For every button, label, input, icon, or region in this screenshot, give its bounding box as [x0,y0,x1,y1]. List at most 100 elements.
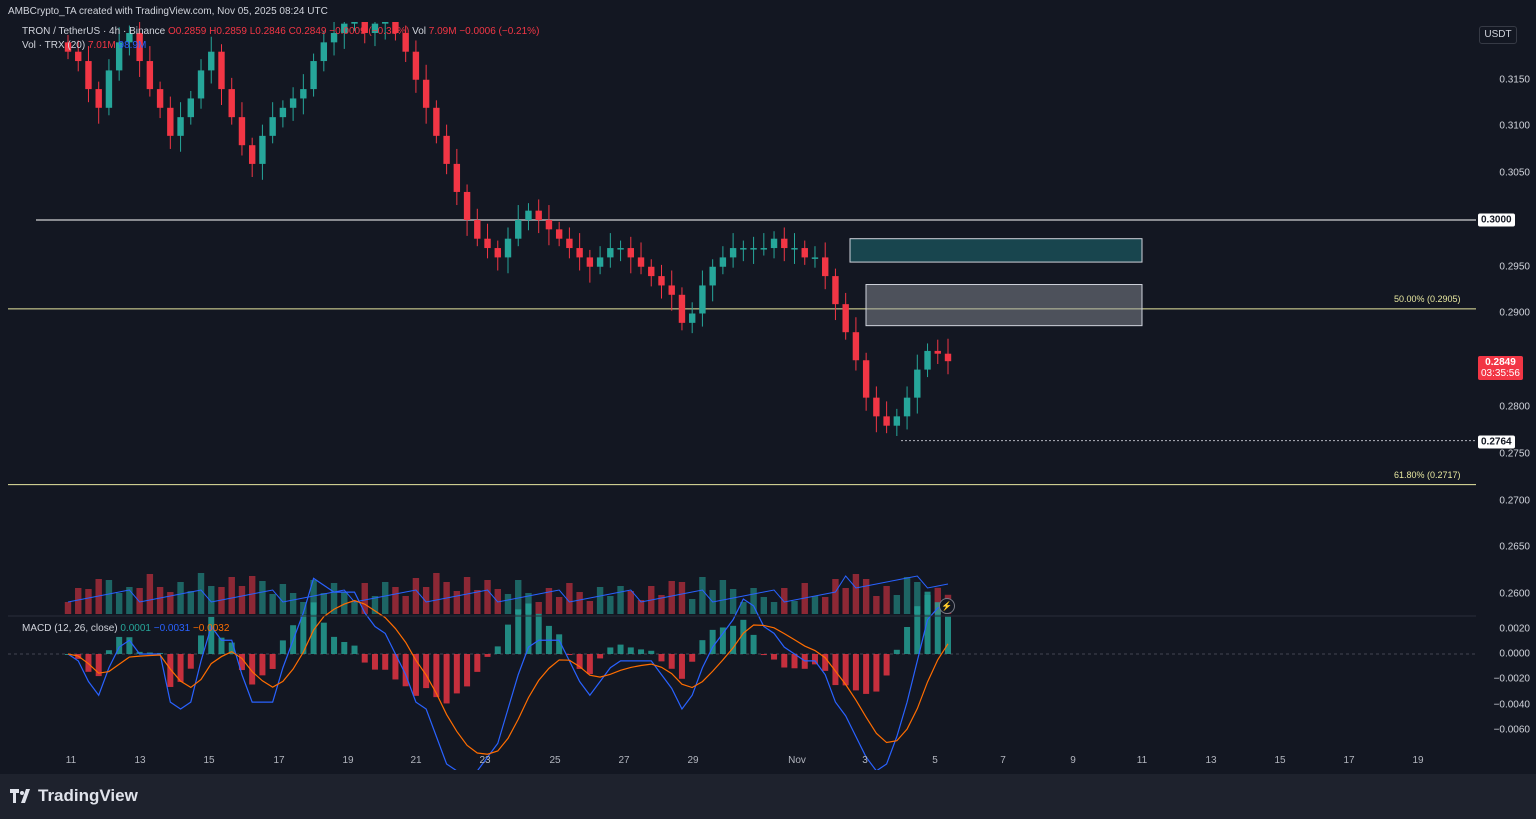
candle-body[interactable] [515,220,522,239]
candle-body[interactable] [228,89,235,118]
lightning-icon[interactable]: ⚡ [939,598,955,614]
fib-50-label[interactable]: 50.00% (0.2905) [1394,294,1461,304]
candle-body[interactable] [944,353,952,362]
candle-body[interactable] [914,369,921,398]
supply-zone-upper[interactable] [849,238,1143,263]
candle-body[interactable] [330,33,338,43]
candle-body[interactable] [607,248,614,258]
candle-body[interactable] [668,285,675,295]
candle-body[interactable] [177,117,184,136]
candle-body[interactable] [535,210,542,220]
candle-body[interactable] [433,107,440,136]
candle-body[interactable] [699,285,706,314]
candle-body[interactable] [729,248,737,258]
legend-macd-row[interactable]: MACD (12, 26, close) 0.0001 −0.0031 −0.0… [22,623,229,634]
candle-body[interactable] [781,238,788,249]
candle-body[interactable] [903,397,911,417]
candle-body[interactable] [269,117,276,136]
candle-body[interactable] [627,248,634,258]
candle-body[interactable] [934,350,941,354]
candle-body[interactable] [310,61,317,90]
candle-body[interactable] [484,238,491,249]
candle-body[interactable] [187,98,194,118]
candle-body[interactable] [658,276,665,286]
candle-body[interactable] [852,332,860,361]
candle-body[interactable] [412,51,420,80]
candle-body[interactable] [924,350,931,370]
candle-body[interactable] [811,257,819,259]
currency-unit-button[interactable]: USDT [1479,26,1517,44]
candle-body[interactable] [494,248,501,258]
symbol-name[interactable]: TRON / TetherUS · 4h · Binance [22,26,166,37]
candle-body[interactable] [392,14,399,34]
supply-zone-lower[interactable] [865,284,1143,327]
candle-body[interactable] [463,191,471,220]
candle-body[interactable] [586,257,594,267]
candle-body[interactable] [525,210,532,220]
candle-body[interactable] [279,107,287,118]
candle-body[interactable] [115,42,123,71]
candle-body[interactable] [218,51,225,90]
candle-body[interactable] [453,163,461,192]
candle-body[interactable] [75,51,82,62]
candle-body[interactable] [801,248,808,258]
candle-body[interactable] [688,313,696,323]
candle-body[interactable] [95,89,102,108]
candle-body[interactable] [678,294,686,323]
candle-body[interactable] [862,360,870,398]
candle-body[interactable] [832,276,839,305]
candle-body[interactable] [238,117,246,146]
candle-body[interactable] [566,238,573,249]
candle-body[interactable] [156,89,164,108]
candle-body[interactable] [791,248,798,250]
current-price-tag[interactable]: 0.2849 03:35:56 [1478,356,1523,380]
candle-body[interactable] [351,14,358,24]
candle-body[interactable] [105,70,113,108]
tradingview-logo[interactable]: TradingView [10,786,138,806]
candle-body[interactable] [85,61,92,90]
candle-body[interactable] [361,14,368,34]
candle-body[interactable] [617,248,624,250]
price-axis[interactable]: 0.3150 0.3100 0.3050 0.2950 0.2900 0.280… [1476,22,1536,770]
candle-body[interactable] [443,135,450,164]
candle-body[interactable] [167,107,174,136]
candle-body[interactable] [197,70,205,99]
candle-body[interactable] [126,33,133,43]
candle-body[interactable] [576,248,583,258]
fib-618-label[interactable]: 61.80% (0.2717) [1394,470,1461,480]
candle-body[interactable] [64,42,72,52]
low-price-tag[interactable]: 0.2764 [1478,435,1515,449]
candle-body[interactable] [136,33,143,62]
price-tag-0300[interactable]: 0.3000 [1478,213,1515,227]
candle-body[interactable] [883,416,890,426]
candle-body[interactable] [596,257,604,267]
candle-body[interactable] [709,266,716,286]
chart-canvas[interactable]: TRON / TetherUS · 4h · Binance O0.2859 H… [8,0,1476,779]
candle-body[interactable] [648,266,655,277]
candle-body[interactable] [760,248,768,250]
candle-body[interactable] [770,238,778,249]
candle-body[interactable] [248,145,256,164]
date-axis[interactable]: 11 13 15 17 19 21 23 25 27 29 Nov 3 5 7 … [8,752,1476,770]
candle-body[interactable] [320,42,328,62]
candle-body[interactable] [208,51,215,71]
candle-body[interactable] [545,220,553,230]
candle-body[interactable] [289,98,297,108]
candle-body[interactable] [893,416,901,426]
candle-body[interactable] [555,229,563,239]
candle-body[interactable] [504,238,512,258]
candle-body[interactable] [719,257,727,267]
candle-body[interactable] [873,397,880,417]
candle-body[interactable] [371,23,379,33]
candle-body[interactable] [750,248,757,250]
candle-body[interactable] [422,79,430,108]
candle-body[interactable] [402,33,409,52]
candle-body[interactable] [341,23,348,33]
candle-body[interactable] [382,14,389,24]
candle-body[interactable] [146,61,154,90]
candle-body[interactable] [474,220,481,239]
candle-body[interactable] [740,248,747,250]
legend-volume-row[interactable]: Vol · TRX (20) 7.01M 98.9M [22,40,146,51]
candle-body[interactable] [300,89,307,99]
candle-body[interactable] [259,135,266,164]
